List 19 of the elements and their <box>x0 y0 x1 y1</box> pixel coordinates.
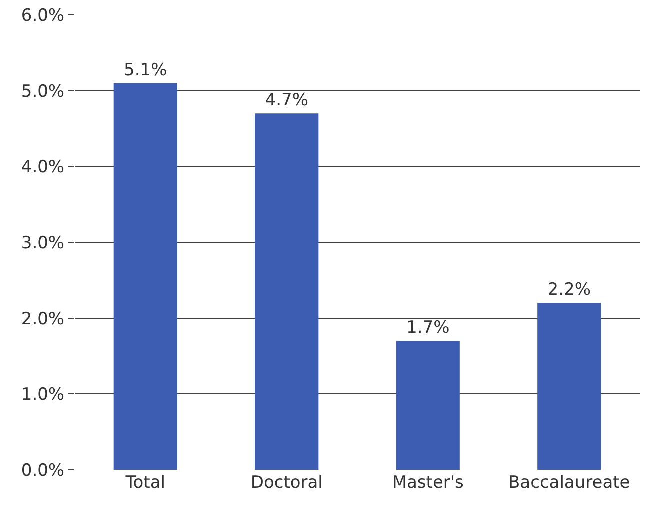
x-tick-label: Doctoral <box>250 473 323 493</box>
x-tick-label: Total <box>124 473 166 493</box>
bar <box>396 341 460 470</box>
bar <box>255 114 319 470</box>
y-tick-label: 6.0% <box>21 6 65 26</box>
y-tick-label: 0.0% <box>21 460 65 481</box>
bar <box>538 303 602 470</box>
x-tick-label: Master's <box>392 473 464 493</box>
data-label: 5.1% <box>124 60 168 80</box>
data-label: 4.7% <box>265 90 308 111</box>
y-tick-label: 3.0% <box>21 233 65 254</box>
y-tick-label: 1.0% <box>21 385 65 406</box>
y-tick-label: 4.0% <box>21 158 65 178</box>
x-tick-label: Baccalaureate <box>508 473 630 493</box>
data-label: 1.7% <box>406 318 450 338</box>
y-tick-label: 5.0% <box>21 82 65 102</box>
bar <box>114 83 178 470</box>
y-tick-label: 2.0% <box>21 309 65 330</box>
data-label: 2.2% <box>548 280 591 300</box>
